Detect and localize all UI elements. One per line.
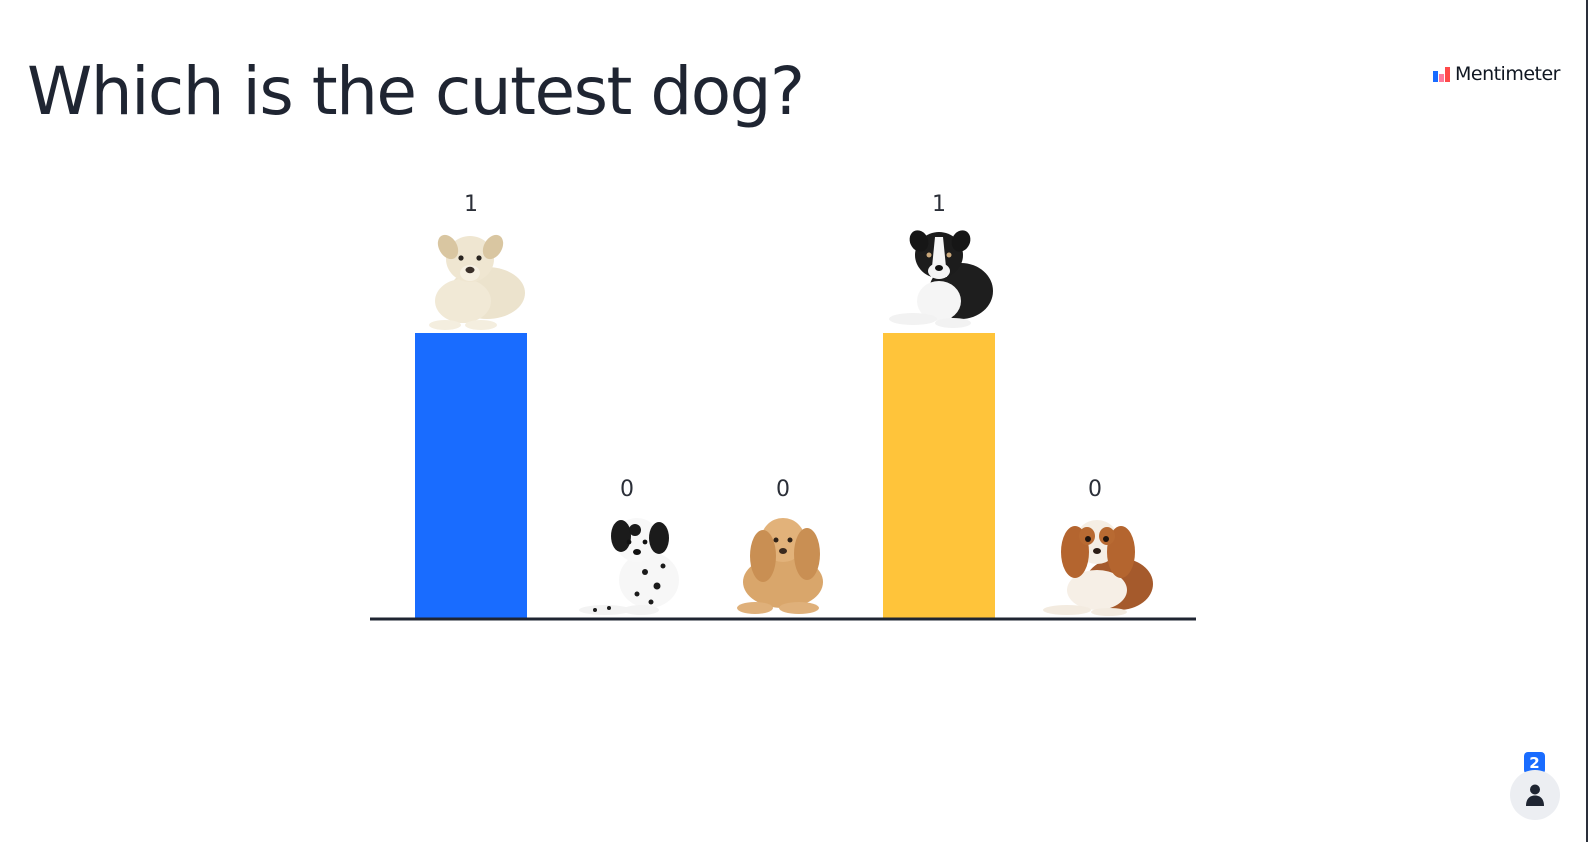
value-label-1: 1 bbox=[464, 192, 478, 217]
bar-4 bbox=[883, 333, 995, 618]
value-label-3: 0 bbox=[776, 477, 790, 502]
cocker-spaniel-image bbox=[737, 518, 823, 614]
border-collie-image bbox=[889, 227, 993, 328]
dalmatian-image bbox=[579, 518, 679, 615]
mentimeter-logo-icon bbox=[1432, 66, 1450, 82]
white-puppy-image bbox=[429, 231, 525, 330]
participants-button[interactable] bbox=[1510, 770, 1560, 820]
mentimeter-brand: Mentimeter bbox=[1432, 63, 1561, 85]
value-label-2: 0 bbox=[620, 477, 634, 502]
value-label-4: 1 bbox=[932, 192, 946, 217]
brand-name: Mentimeter bbox=[1454, 63, 1561, 85]
question-title: Which is the cutest dog? bbox=[27, 53, 805, 130]
bar-1 bbox=[415, 333, 527, 618]
cavalier-spaniel-image bbox=[1043, 520, 1153, 616]
participant-count-badge: 2 bbox=[1524, 752, 1545, 774]
value-label-5: 0 bbox=[1088, 477, 1102, 502]
person-icon bbox=[1526, 784, 1544, 806]
